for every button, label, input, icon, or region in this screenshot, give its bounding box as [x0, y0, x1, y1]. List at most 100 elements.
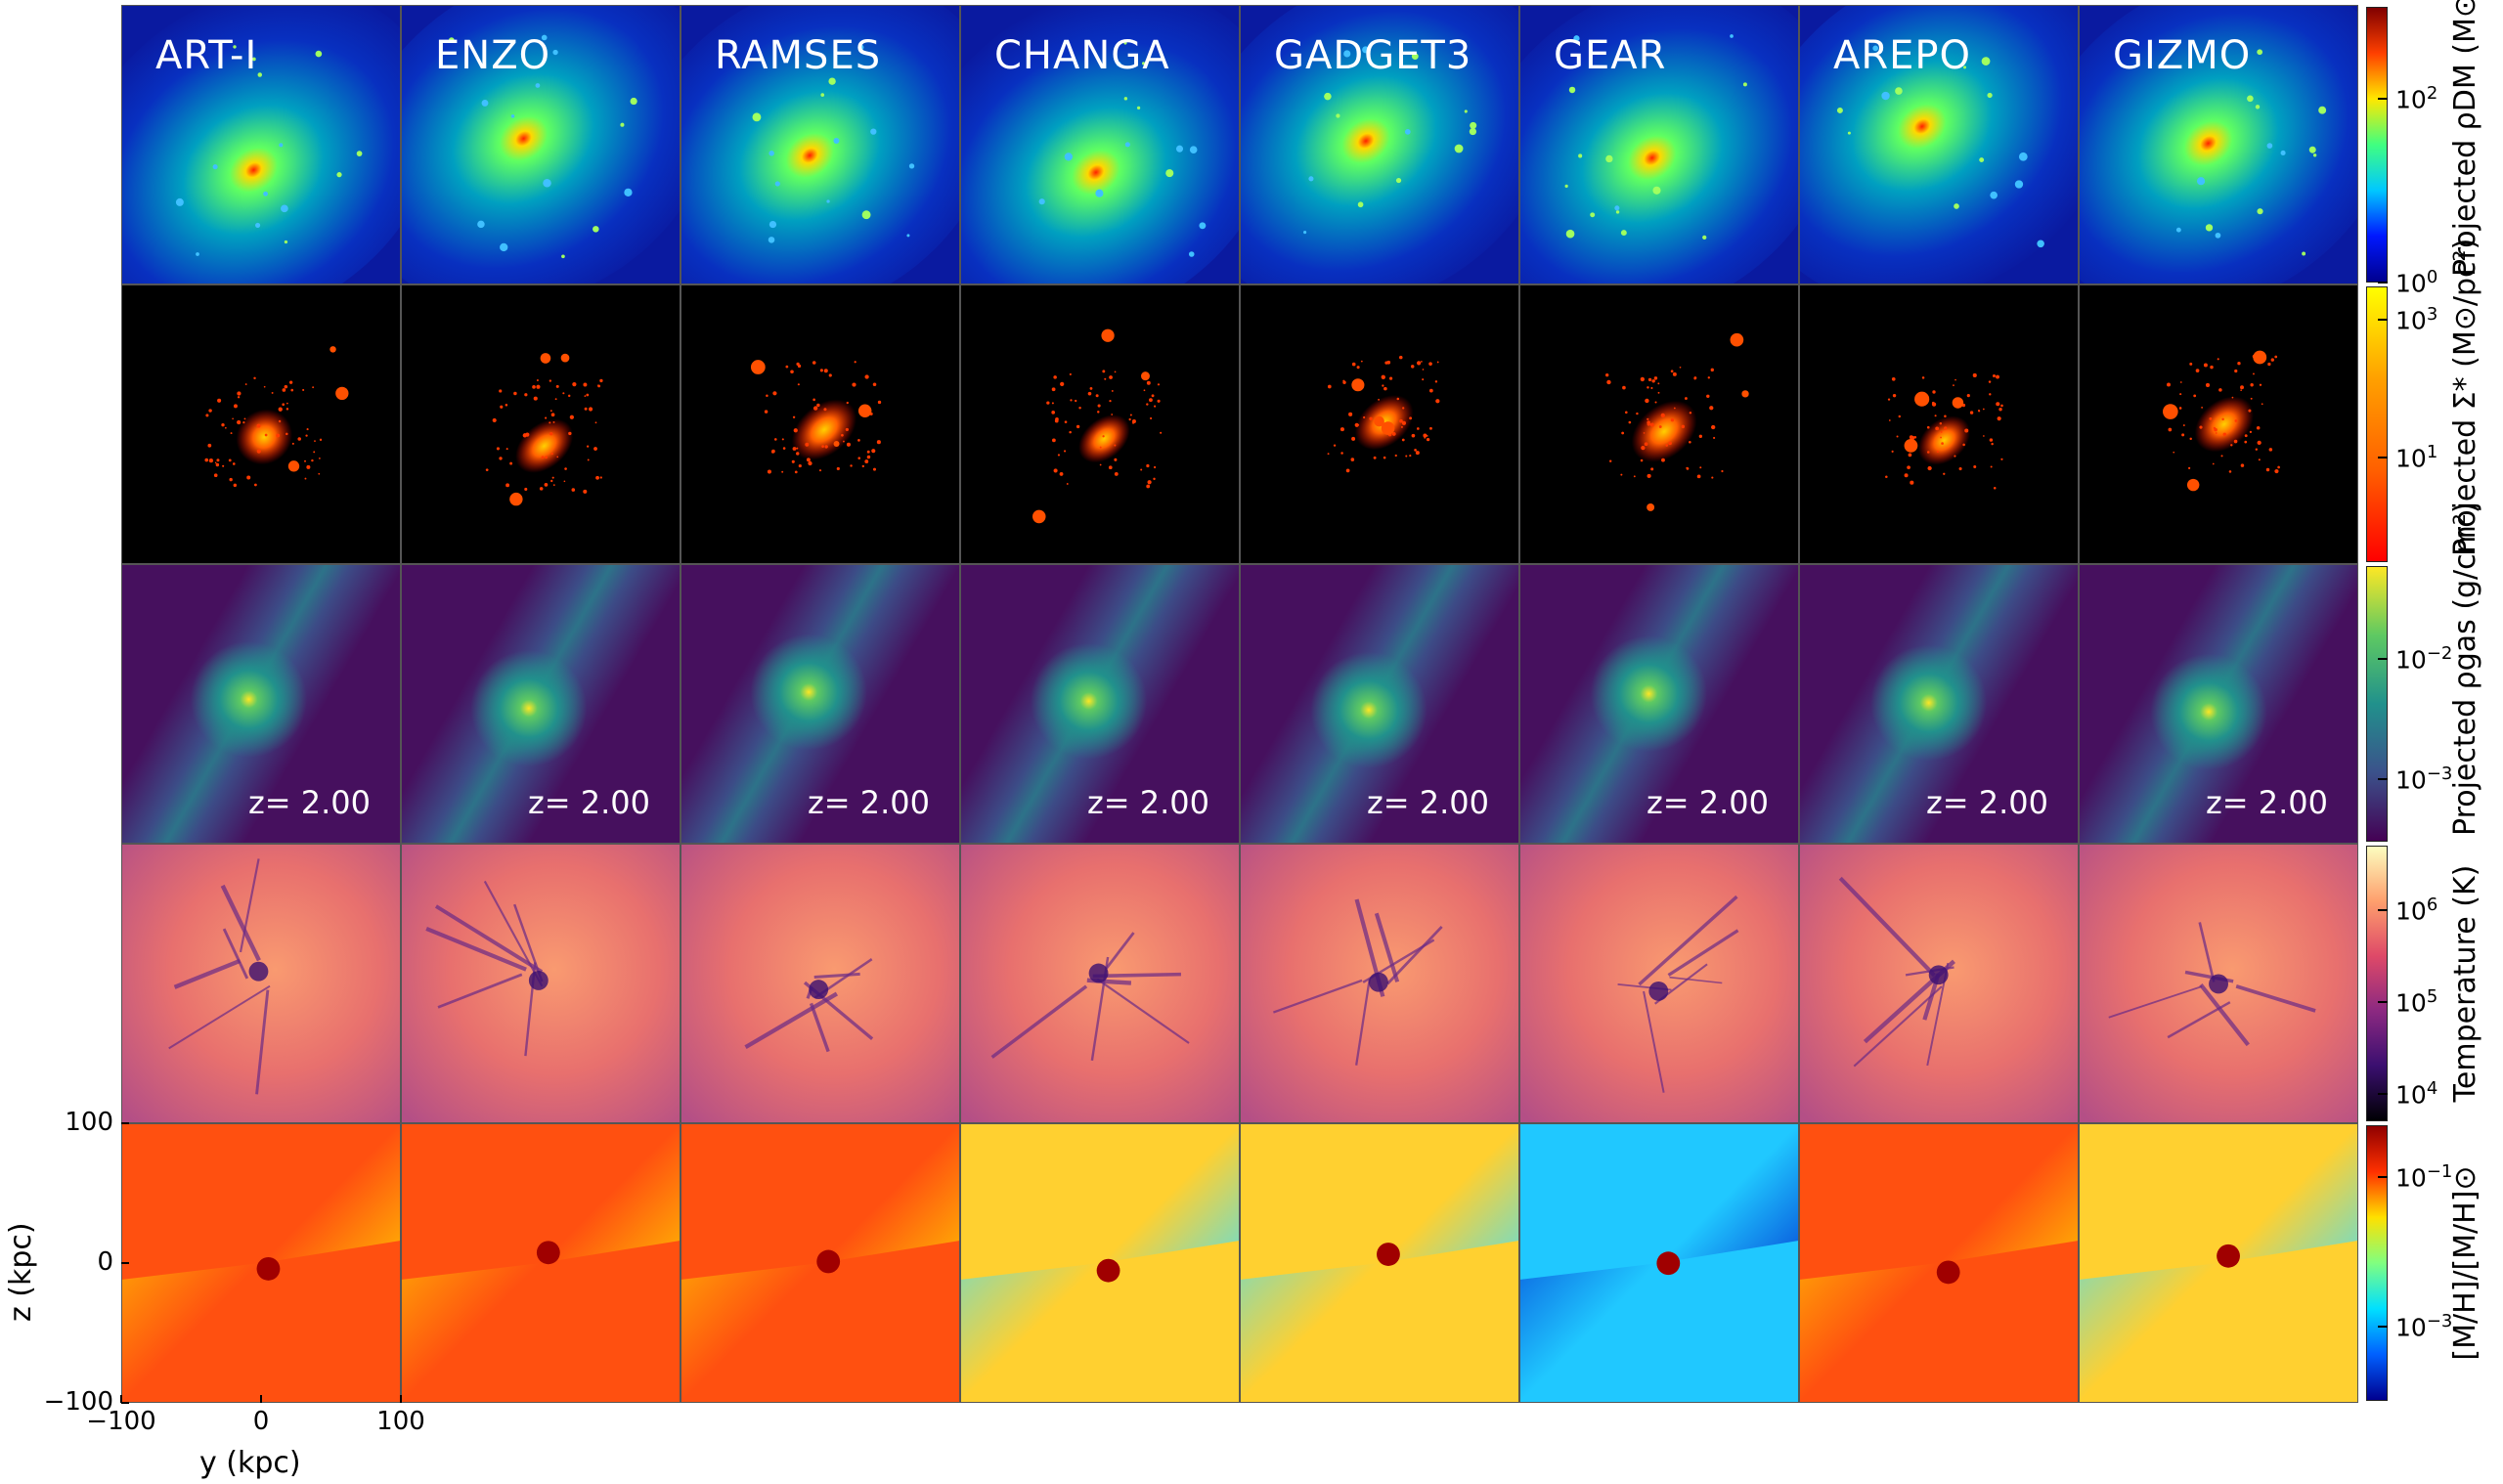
- y-tick-mark: [121, 1122, 129, 1124]
- map-panel-enzo-3: [401, 844, 681, 1123]
- map-image: [1241, 1124, 1518, 1402]
- y-axis-label: z (kpc): [4, 1222, 38, 1322]
- map-panel-art-i-3: [121, 844, 401, 1123]
- map-image: [1241, 845, 1518, 1122]
- code-label-gadget3: GADGET3: [1274, 33, 1472, 78]
- map-panel-ramses-3: [681, 844, 960, 1123]
- colorbar-tick-label: 105: [2395, 985, 2438, 1018]
- map-panel-gizmo-3: [2079, 844, 2358, 1123]
- colorbar-tick-mark: [2378, 908, 2388, 911]
- redshift-label: z= 2.00: [1366, 784, 1489, 821]
- y-tick-mark: [121, 1402, 129, 1404]
- map-panel-gizmo-2: z= 2.00: [2079, 564, 2358, 844]
- x-tick-label: −100: [86, 1407, 156, 1436]
- map-panel-arepo-2: z= 2.00: [1799, 564, 2079, 844]
- redshift-label: z= 2.00: [2205, 784, 2328, 821]
- code-label-changa: CHANGA: [994, 33, 1170, 78]
- redshift-label: z= 2.00: [527, 784, 650, 821]
- map-panel-art-i-1: [121, 284, 401, 564]
- map-panel-changa-0: CHANGA: [960, 5, 1240, 284]
- map-image: [1241, 285, 1518, 563]
- map-panel-changa-2: z= 2.00: [960, 564, 1240, 844]
- map-image: [1520, 6, 1798, 284]
- map-panel-enzo-1: [401, 284, 681, 564]
- colorbar-3: [2366, 846, 2388, 1121]
- map-panel-arepo-0: AREPO: [1799, 5, 2079, 284]
- map-image: [1800, 1124, 2078, 1402]
- colorbar-tick-mark: [2378, 658, 2388, 661]
- colorbar-tick-mark: [2378, 98, 2388, 100]
- redshift-label: z= 2.00: [1086, 784, 1209, 821]
- map-panel-changa-3: [960, 844, 1240, 1123]
- map-image: [681, 565, 959, 843]
- map-panel-art-i-0: ART-I: [121, 5, 401, 284]
- map-image: [402, 285, 680, 563]
- colorbar-tick-mark: [2378, 1000, 2388, 1003]
- map-image: [2080, 6, 2357, 284]
- map-panel-gadget3-1: [1240, 284, 1519, 564]
- map-image: [1800, 845, 2078, 1122]
- colorbar-4: [2366, 1125, 2388, 1401]
- map-image: [1520, 565, 1798, 843]
- colorbar-title-0: Projected ρDM (M⊙/pc²): [2448, 0, 2482, 277]
- code-label-ramses: RAMSES: [715, 33, 882, 78]
- map-panel-gear-4: [1519, 1123, 1799, 1403]
- map-image: [122, 6, 400, 284]
- map-panel-gizmo-4: [2079, 1123, 2358, 1403]
- map-panel-gear-2: z= 2.00: [1519, 564, 1799, 844]
- colorbar-tick-label: 10−2: [2395, 643, 2453, 675]
- map-panel-ramses-0: RAMSES: [681, 5, 960, 284]
- colorbar-1: [2366, 286, 2388, 562]
- colorbar-title-2: Projected ρgas (g/cm²): [2448, 502, 2482, 836]
- x-axis-label: y (kpc): [199, 1446, 301, 1480]
- map-image: [1800, 285, 2078, 563]
- map-image: [1800, 6, 2078, 284]
- map-panel-gadget3-2: z= 2.00: [1240, 564, 1519, 844]
- map-panel-gizmo-0: GIZMO: [2079, 5, 2358, 284]
- map-image: [961, 285, 1239, 563]
- code-label-enzo: ENZO: [435, 33, 551, 78]
- colorbar-tick-label: 101: [2395, 441, 2438, 472]
- colorbar-tick-label: 106: [2395, 894, 2438, 926]
- x-tick-mark: [120, 1395, 122, 1403]
- map-image: [402, 845, 680, 1122]
- redshift-label: z= 2.00: [1925, 784, 2048, 821]
- colorbar-tick-mark: [2378, 318, 2388, 321]
- y-tick-label: 100: [65, 1108, 113, 1137]
- map-panel-gadget3-3: [1240, 844, 1519, 1123]
- code-label-arepo: AREPO: [1833, 33, 1972, 78]
- map-image: [402, 6, 680, 284]
- map-panel-gear-1: [1519, 284, 1799, 564]
- colorbar-tick-mark: [2378, 456, 2388, 458]
- map-panel-gadget3-4: [1240, 1123, 1519, 1403]
- map-image: [122, 845, 400, 1122]
- colorbar-title-4: [M/H]/[M/H]⊙: [2448, 1165, 2482, 1361]
- code-label-gizmo: GIZMO: [2113, 33, 2252, 78]
- colorbar-tick-label: 100: [2395, 267, 2438, 298]
- map-image: [681, 285, 959, 563]
- map-panel-changa-1: [960, 284, 1240, 564]
- map-image: [961, 6, 1239, 284]
- map-image: [2080, 285, 2357, 563]
- map-panel-gear-3: [1519, 844, 1799, 1123]
- colorbar-tick-mark: [2378, 1176, 2388, 1179]
- y-tick-mark: [121, 1262, 129, 1264]
- map-panel-ramses-2: z= 2.00: [681, 564, 960, 844]
- code-label-art-i: ART-I: [155, 33, 258, 78]
- redshift-label: z= 2.00: [247, 784, 371, 821]
- map-image: [961, 845, 1239, 1122]
- map-panel-arepo-1: [1799, 284, 2079, 564]
- map-image: [1241, 565, 1518, 843]
- colorbar-tick-label: 10−3: [2395, 1310, 2453, 1342]
- map-image: [402, 565, 680, 843]
- map-panel-enzo-4: [401, 1123, 681, 1403]
- colorbar-tick-mark: [2378, 282, 2388, 284]
- map-image: [681, 6, 959, 284]
- map-image: [1800, 565, 2078, 843]
- map-image: [122, 1124, 400, 1402]
- map-panel-gizmo-1: [2079, 284, 2358, 564]
- map-image: [2080, 565, 2357, 843]
- map-panel-enzo-2: z= 2.00: [401, 564, 681, 844]
- x-tick-label: 0: [252, 1407, 270, 1436]
